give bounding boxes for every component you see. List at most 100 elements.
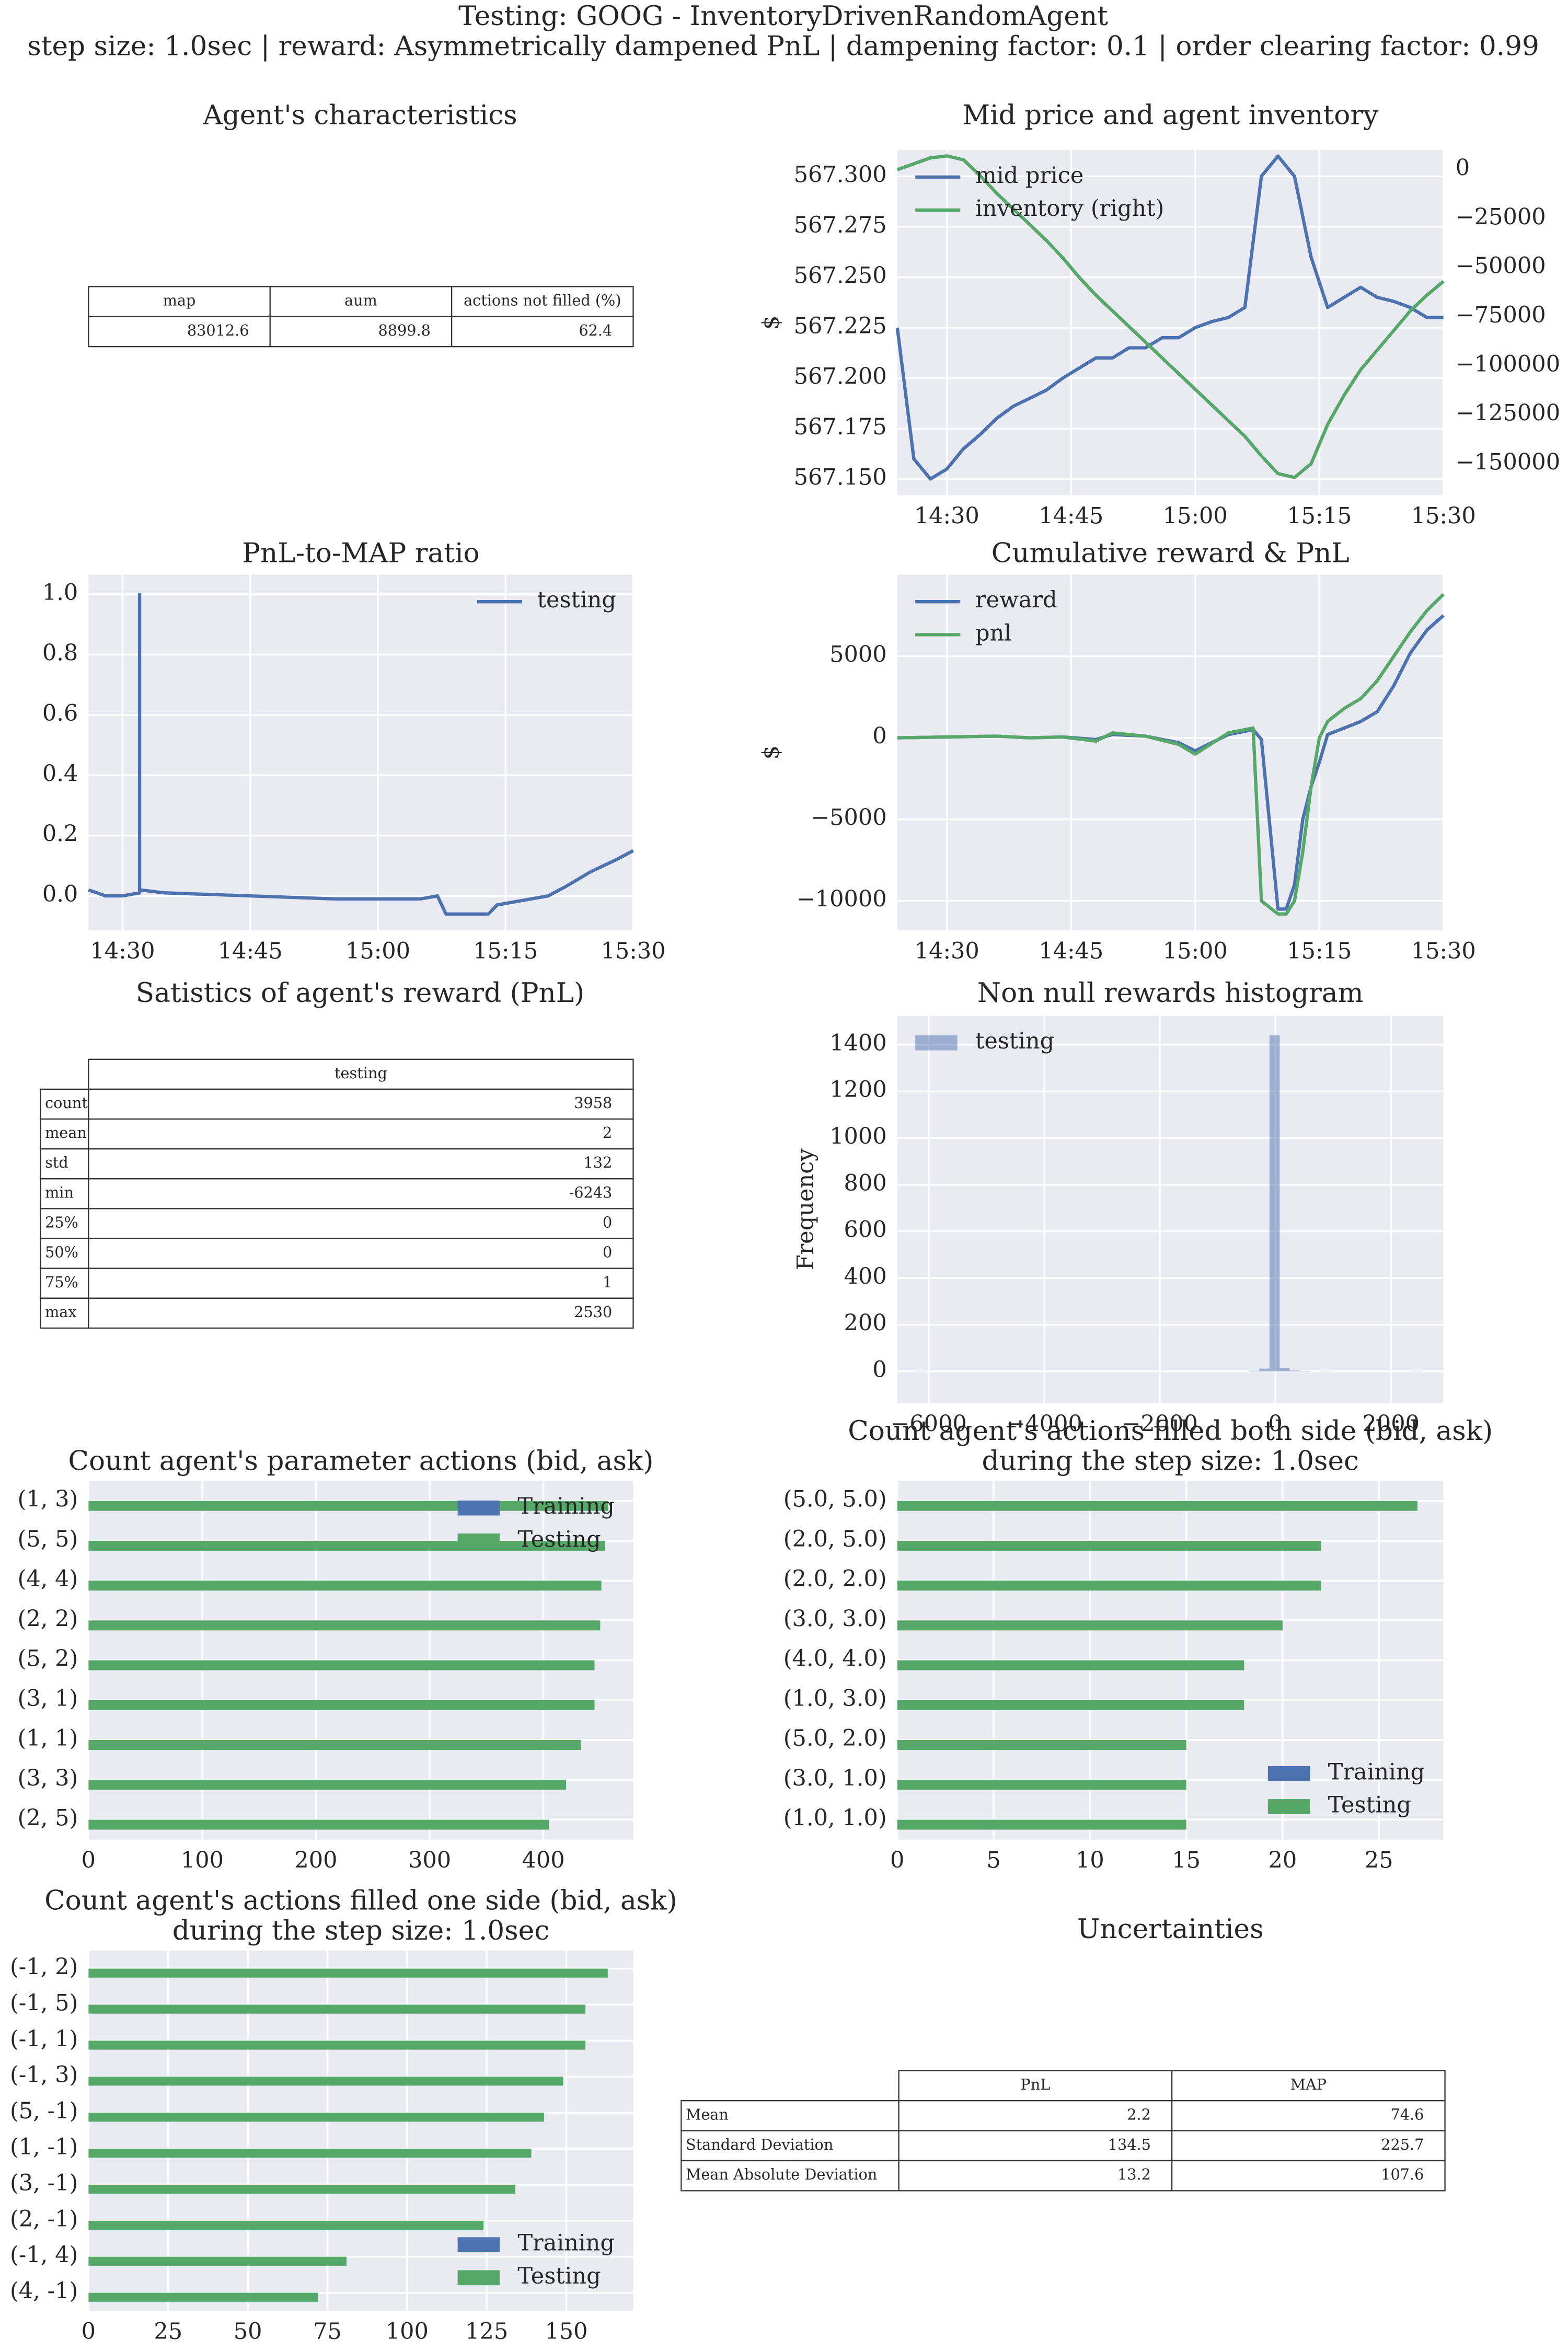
bar: [88, 2077, 563, 2086]
y-tick-label: (-1, 4): [10, 2242, 78, 2268]
table-value: 107.6: [1381, 2165, 1424, 2183]
x-tick-label: 100: [386, 2319, 429, 2345]
y2-tick-label: −150000: [1456, 449, 1560, 475]
bar: [88, 2004, 586, 2014]
table-cell: [269, 316, 453, 348]
x-tick-label: 5: [986, 1848, 1000, 1874]
x-tick-label: 25: [1365, 1848, 1393, 1874]
x-tick-label: −4000: [1006, 1411, 1082, 1437]
table-value: 1: [603, 1273, 612, 1291]
x-tick-label: 50: [234, 2319, 262, 2345]
table-index: Mean: [686, 2105, 729, 2123]
table-index-cell: [681, 2160, 900, 2192]
table-value: 13.2: [1117, 2165, 1151, 2183]
x-tick-label: 14:30: [90, 938, 155, 964]
x-tick-label: 15:00: [1163, 938, 1228, 964]
y-tick-label: 5000: [829, 642, 887, 668]
legend-label: Training: [517, 1493, 615, 1519]
table-header-cell: [1171, 2070, 1446, 2102]
y2-tick-label: 0: [1456, 155, 1470, 181]
y-tick-label: 1400: [829, 1030, 887, 1056]
y-tick-label: (4.0, 4.0): [783, 1646, 887, 1672]
y-tick-label: 0.2: [42, 821, 78, 847]
y-tick-label: 1000: [829, 1123, 887, 1149]
y-tick-label: (3, -1): [10, 2170, 78, 2196]
table-header-cell: [451, 286, 634, 317]
table-cell: [88, 1297, 634, 1329]
y-tick-label: (3.0, 1.0): [783, 1765, 887, 1791]
table-value: 2: [603, 1124, 612, 1142]
table-header-cell: [88, 286, 271, 317]
x-tick-label: 2000: [1362, 1411, 1420, 1437]
table-index: Mean Absolute Deviation: [686, 2165, 877, 2183]
legend-label: Testing: [1328, 1792, 1411, 1818]
bar: [897, 1740, 1186, 1750]
x-tick-label: 15:00: [345, 938, 410, 964]
legend-label: testing: [537, 587, 616, 613]
table-index-cell: [681, 2100, 900, 2131]
x-tick-label: 15:15: [1287, 938, 1352, 964]
figure-subtitle: step size: 1.0sec | reward: Asymmetrical…: [27, 30, 1539, 62]
line-series: [897, 593, 1445, 916]
y-tick-label: 400: [844, 1263, 886, 1289]
table-cell: [451, 316, 634, 348]
y-axis-label: $: [758, 745, 784, 759]
table-cell: [88, 1148, 634, 1180]
table-index: 75%: [45, 1273, 78, 1291]
x-tick-label: 400: [522, 1848, 565, 1874]
bar: [88, 2149, 532, 2158]
bar: [897, 1660, 1244, 1670]
legend-handle: [457, 1533, 500, 1549]
table-index: max: [45, 1303, 77, 1321]
figure-title: Testing: GOOG - InventoryDrivenRandomAge…: [458, 1, 1108, 32]
table-value: 74.6: [1391, 2105, 1424, 2123]
y-tick-label: 0.4: [42, 760, 78, 787]
y-tick-label: 567.150: [794, 464, 887, 490]
y-tick-label: (3, 1): [18, 1686, 78, 1712]
table-cell: [88, 1238, 634, 1269]
table-value: 62.4: [579, 321, 612, 339]
legend-handle: [457, 1500, 500, 1516]
y-tick-label: (1, -1): [10, 2134, 78, 2160]
bar: [88, 1740, 581, 1750]
x-tick-label: 15:15: [1287, 503, 1352, 529]
bar: [88, 2184, 515, 2194]
y-tick-label: 0.8: [42, 640, 78, 666]
y-axis-label: $: [758, 316, 784, 330]
y-tick-label: 567.175: [794, 414, 887, 440]
table-value: 0: [603, 1214, 612, 1231]
y-tick-label: 1.0: [42, 580, 78, 606]
bar: [88, 1968, 608, 1978]
x-tick-label: 75: [313, 2319, 342, 2345]
y2-tick-label: −125000: [1456, 400, 1560, 426]
chart-title: Count agent's parameter actions (bid, as…: [68, 1446, 653, 1477]
y-tick-label: (4, -1): [10, 2278, 78, 2304]
table-header: testing: [335, 1064, 387, 1082]
y2-tick-label: −100000: [1456, 351, 1560, 377]
bar: [897, 1581, 1321, 1591]
x-tick-label: 15:00: [1163, 503, 1228, 529]
table-index-cell: [40, 1297, 89, 1329]
chart-title: Non null rewards histogram: [977, 977, 1364, 1009]
table-index: std: [45, 1154, 68, 1171]
legend-label: mid price: [975, 163, 1083, 189]
table-value: 2.2: [1127, 2105, 1151, 2123]
x-tick-label: 125: [465, 2319, 508, 2345]
bar: [88, 1700, 595, 1710]
y-tick-label: (-1, 1): [10, 2026, 78, 2052]
chart-title: during the step size: 1.0sec: [172, 1915, 549, 1946]
y-tick-label: 567.225: [794, 313, 887, 339]
plot-background: [88, 574, 633, 930]
chart-title: Mid price and agent inventory: [962, 99, 1379, 131]
y-tick-label: (4, 4): [18, 1566, 78, 1592]
x-tick-label: 14:45: [218, 938, 283, 964]
y-tick-label: (2, 5): [18, 1805, 78, 1831]
y-tick-label: (5, 5): [18, 1526, 78, 1552]
chart-title: Count agent's actions filled one side (b…: [44, 1885, 677, 1917]
legend-label: Training: [1328, 1759, 1425, 1785]
table-cell: [1171, 2100, 1446, 2131]
table-cell: [88, 316, 271, 348]
legend-label: Testing: [517, 1526, 601, 1552]
x-tick-label: 0: [82, 2319, 96, 2345]
x-tick-label: 15: [1172, 1848, 1201, 1874]
